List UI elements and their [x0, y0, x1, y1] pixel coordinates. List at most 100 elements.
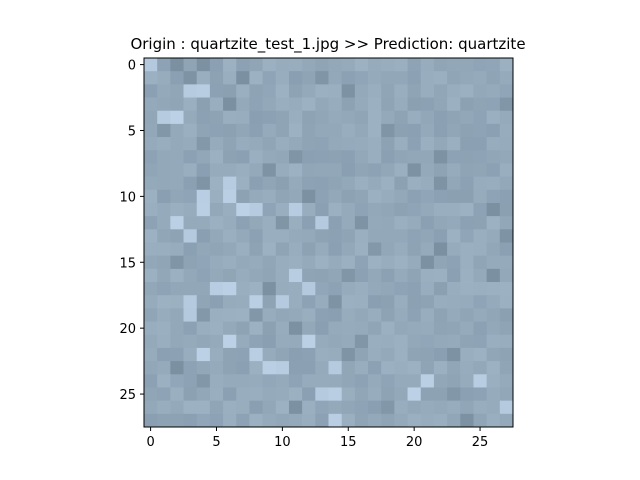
- heatmap-cell: [447, 347, 461, 362]
- heatmap-cell: [341, 347, 356, 362]
- heatmap-cell: [447, 242, 461, 257]
- y-tick-label: 0: [128, 59, 136, 74]
- x-tick-label: 10: [274, 435, 291, 450]
- heatmap-cell: [236, 189, 250, 204]
- heatmap-cell: [328, 84, 343, 98]
- heatmap-cell: [368, 216, 382, 230]
- heatmap-cell: [354, 84, 369, 98]
- heatmap-cell: [433, 176, 448, 191]
- heatmap-cell: [460, 321, 474, 336]
- heatmap-cell: [394, 334, 408, 349]
- heatmap-cell: [223, 255, 237, 270]
- heatmap-cell: [328, 150, 343, 164]
- heatmap-cell: [381, 150, 395, 164]
- heatmap-cell: [275, 58, 290, 72]
- heatmap-cell: [236, 71, 250, 85]
- heatmap-cell: [368, 400, 382, 415]
- heatmap-cell: [381, 334, 395, 349]
- heatmap-cell: [249, 150, 264, 164]
- heatmap-cell: [381, 255, 395, 270]
- heatmap-cell: [302, 361, 316, 375]
- heatmap-cell: [209, 176, 224, 191]
- heatmap-cell: [381, 216, 395, 230]
- heatmap-cell: [407, 137, 422, 151]
- heatmap-cell: [460, 387, 474, 402]
- heatmap-cell: [157, 163, 171, 178]
- heatmap-cell: [368, 229, 382, 243]
- heatmap-cell: [275, 361, 290, 375]
- heatmap-cell: [473, 400, 488, 415]
- heatmap-cell: [473, 387, 488, 402]
- heatmap-cell: [170, 282, 184, 296]
- heatmap-cell: [157, 97, 171, 112]
- heatmap-cell: [157, 189, 171, 204]
- heatmap-cell: [196, 97, 211, 112]
- heatmap-cell: [486, 413, 501, 428]
- heatmap-cell: [499, 71, 514, 85]
- heatmap-cell: [368, 176, 382, 191]
- heatmap-cell: [433, 321, 448, 336]
- heatmap-cell: [381, 137, 395, 151]
- heatmap-cell: [262, 347, 277, 362]
- heatmap-cell: [275, 97, 290, 112]
- heatmap-cell: [407, 255, 422, 270]
- heatmap-cell: [144, 58, 158, 72]
- heatmap-cell: [354, 202, 369, 217]
- heatmap-cell: [275, 268, 290, 283]
- heatmap-cell: [354, 308, 369, 322]
- heatmap-cell: [420, 387, 435, 402]
- heatmap-cell: [223, 110, 237, 125]
- heatmap-cell: [183, 123, 198, 138]
- axes-frame: [143, 57, 514, 428]
- heatmap-cell: [486, 361, 501, 375]
- heatmap-cell: [170, 58, 184, 72]
- heatmap-cell: [209, 163, 224, 178]
- heatmap-cell: [249, 97, 264, 112]
- heatmap-cell: [249, 334, 264, 349]
- heatmap-cell: [499, 282, 514, 296]
- heatmap-cell: [315, 58, 329, 72]
- heatmap-cell: [249, 282, 264, 296]
- heatmap-cell: [249, 110, 264, 125]
- heatmap-cell: [302, 71, 316, 85]
- heatmap-cell: [223, 97, 237, 112]
- heatmap-cell: [368, 150, 382, 164]
- heatmap-cell: [288, 268, 303, 283]
- heatmap-cell: [354, 123, 369, 138]
- heatmap-cell: [157, 110, 171, 125]
- heatmap-cell: [341, 268, 356, 283]
- heatmap-cell: [262, 282, 277, 296]
- heatmap-cell: [236, 163, 250, 178]
- heatmap-cell: [368, 413, 382, 428]
- heatmap-cell: [249, 361, 264, 375]
- heatmap-cell: [315, 282, 329, 296]
- heatmap-cell: [420, 189, 435, 204]
- heatmap-cell: [486, 229, 501, 243]
- heatmap-cell: [486, 216, 501, 230]
- heatmap-cell: [302, 387, 316, 402]
- heatmap-cell: [341, 176, 356, 191]
- heatmap-cell: [460, 150, 474, 164]
- heatmap-cell: [196, 202, 211, 217]
- heatmap-cell: [170, 242, 184, 257]
- heatmap-cell: [223, 308, 237, 322]
- heatmap-cell: [144, 189, 158, 204]
- heatmap-cell: [183, 84, 198, 98]
- heatmap-cell: [460, 58, 474, 72]
- heatmap-cell: [262, 216, 277, 230]
- heatmap-cell: [328, 255, 343, 270]
- heatmap-cell: [196, 308, 211, 322]
- heatmap-cell: [394, 216, 408, 230]
- heatmap-cell: [157, 334, 171, 349]
- heatmap-cell: [249, 216, 264, 230]
- heatmap-cell: [433, 255, 448, 270]
- heatmap-cell: [236, 361, 250, 375]
- heatmap-cell: [341, 163, 356, 178]
- heatmap-cell: [236, 268, 250, 283]
- heatmap-cell: [433, 308, 448, 322]
- heatmap-cell: [236, 242, 250, 257]
- heatmap-cell: [196, 71, 211, 85]
- heatmap-cell: [499, 216, 514, 230]
- heatmap-cell: [288, 400, 303, 415]
- heatmap-cell: [473, 361, 488, 375]
